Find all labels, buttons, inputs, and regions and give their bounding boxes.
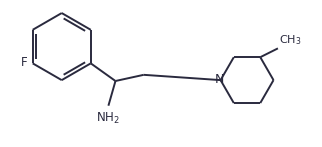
- Text: N: N: [215, 73, 224, 86]
- Text: CH$_3$: CH$_3$: [279, 34, 301, 47]
- Text: F: F: [21, 56, 27, 69]
- Text: NH$_2$: NH$_2$: [96, 111, 119, 126]
